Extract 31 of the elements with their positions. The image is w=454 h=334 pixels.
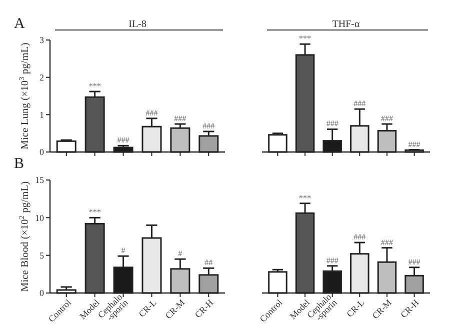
annotation: *** [299, 34, 312, 44]
y-tick-label: 2 [40, 72, 44, 82]
annotation: ### [354, 232, 366, 242]
chart-title: IL-8 [128, 19, 146, 30]
annotation: ### [380, 238, 393, 247]
annotation: ### [408, 140, 420, 149]
y-tick-label: 0 [40, 288, 44, 298]
chart-title: THF-α [332, 19, 360, 30]
annotation: ### [380, 114, 393, 123]
y-tick-label: 5 [40, 250, 44, 260]
y-tick-label: 3 [40, 35, 44, 46]
annotation: ### [326, 119, 338, 128]
annotation: *** [88, 82, 101, 91]
annotation: ### [202, 121, 215, 130]
annotation: ## [204, 258, 213, 268]
text: B [14, 156, 24, 172]
annotation: *** [88, 208, 101, 217]
annotation: ### [326, 256, 338, 265]
annotation: *** [299, 193, 312, 202]
y-tick-label: 15 [35, 175, 44, 186]
annotation: ### [354, 99, 366, 108]
annotation: ### [117, 136, 130, 145]
annotation: # [121, 246, 126, 256]
y-tick-label: 1 [40, 110, 44, 120]
annotation: ### [146, 108, 158, 118]
annotation: # [178, 249, 182, 258]
y-tick-label: 10 [35, 212, 44, 223]
annotation: ### [408, 257, 420, 266]
y-tick-label: 0 [40, 147, 44, 158]
annotation: ### [174, 114, 186, 123]
text: A [14, 16, 25, 32]
